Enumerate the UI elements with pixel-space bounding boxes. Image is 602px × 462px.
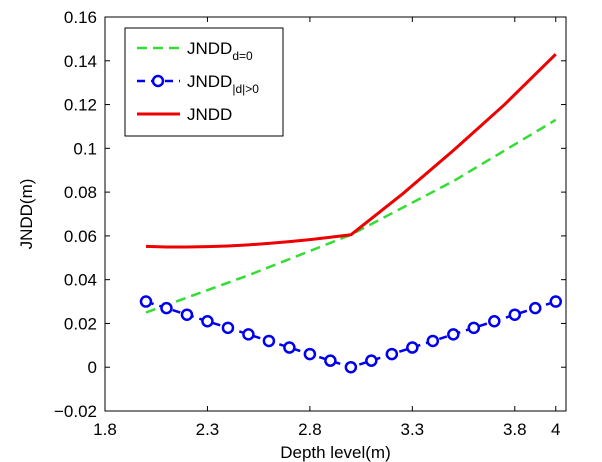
- series-point: [221, 321, 235, 335]
- series-point: [262, 334, 276, 348]
- series-point: [385, 347, 399, 361]
- series-line-0: [145, 118, 557, 314]
- legend-label: JNDD|d|>0: [187, 72, 259, 96]
- series-point: [139, 295, 153, 308]
- series-point: [365, 354, 378, 367]
- series-point: [549, 295, 563, 308]
- y-axis-ticks: −0.02 0 0.02 0.04 0.06 0.08 0.1 0.12 0.14 0.16: [54, 8, 566, 421]
- y-axis-title: JNDD(m): [17, 179, 36, 250]
- series-point: [303, 347, 317, 361]
- x-tick-label: 2.8: [298, 420, 322, 439]
- series-point: [160, 301, 173, 315]
- x-tick-label: 3.3: [401, 420, 425, 439]
- y-tick-label: 0.1: [73, 139, 97, 158]
- series-point: [180, 308, 194, 321]
- x-tick-label: 3.8: [503, 420, 527, 439]
- series-point: [467, 321, 481, 335]
- series-line-2: [145, 53, 557, 249]
- y-tick-label: 0.04: [64, 271, 97, 290]
- series-point: [283, 341, 296, 354]
- x-tick-label: 2.3: [196, 420, 220, 439]
- y-tick-label: −0.02: [54, 402, 97, 421]
- legend-label: JNDDd=0: [187, 39, 253, 63]
- legend: JNDDd=0 JNDD|d|>0 JNDD: [124, 27, 284, 137]
- series-point: [406, 341, 419, 354]
- y-tick-label: 0.12: [64, 96, 97, 115]
- series-point: [344, 360, 358, 374]
- legend-box: [124, 27, 284, 137]
- series-point: [324, 354, 337, 367]
- series-point: [508, 308, 522, 321]
- series-point: [426, 334, 440, 348]
- y-tick-label: 0.08: [64, 183, 97, 202]
- plot-markers: [139, 295, 563, 374]
- y-tick-label: 0.06: [64, 227, 97, 246]
- x-axis-ticks: 1.8 2.3 2.8 3.3 3.8 4: [93, 17, 560, 439]
- series-point: [201, 315, 214, 328]
- y-tick-label: 0.14: [64, 52, 97, 71]
- legend-label: JNDD: [187, 105, 232, 124]
- legend-marker: [151, 74, 165, 88]
- x-axis-title: Depth level(m): [280, 443, 391, 462]
- series-point: [529, 301, 542, 315]
- series-point: [242, 328, 255, 341]
- x-tick-label: 1.8: [93, 420, 117, 439]
- y-tick-label: 0.02: [64, 314, 97, 333]
- x-tick-label: 4: [551, 420, 560, 439]
- series-point: [488, 315, 501, 328]
- y-tick-label: 0.16: [64, 8, 97, 27]
- series-point: [447, 328, 460, 341]
- y-tick-label: 0: [88, 358, 97, 377]
- plot-frame: [104, 16, 567, 412]
